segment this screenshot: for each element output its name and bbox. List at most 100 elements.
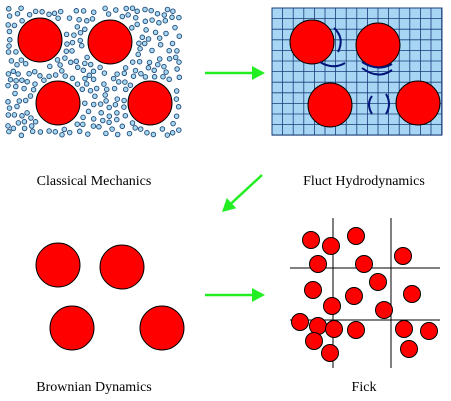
solvent-particle <box>63 31 70 38</box>
solvent-particle <box>136 58 143 65</box>
particle-circle <box>305 332 323 350</box>
solvent-particle <box>164 6 171 13</box>
solvent-particle <box>105 11 112 17</box>
solvent-particle <box>121 70 128 77</box>
solvent-particle <box>90 76 97 83</box>
particle-circle <box>17 17 63 63</box>
large-particles-classical <box>17 17 173 126</box>
solvent-particle <box>32 8 39 15</box>
solvent-particle <box>122 65 129 71</box>
solvent-particle <box>6 128 12 135</box>
solvent-particle <box>46 128 52 134</box>
particle-circle <box>127 80 173 126</box>
particle-circle <box>291 313 309 331</box>
solvent-particle <box>100 117 106 124</box>
solvent-particle <box>82 75 88 82</box>
flow-arc <box>361 61 393 69</box>
solvent-particle <box>146 59 153 66</box>
solvent-particle <box>19 113 25 119</box>
solvent-particle <box>66 15 73 21</box>
solvent-particle <box>74 121 80 127</box>
solvent-particle <box>110 75 117 82</box>
solvent-particle <box>21 85 27 92</box>
solvent-particle <box>127 82 134 88</box>
solvent-particle <box>57 62 63 68</box>
solvent-particle <box>89 16 96 22</box>
solvent-particle <box>169 40 176 47</box>
solvent-particle <box>80 114 86 121</box>
solvent-particle <box>121 104 127 110</box>
solvent-particle <box>173 96 180 102</box>
solvent-particle <box>82 100 88 106</box>
solvent-particle <box>125 12 131 18</box>
solvent-particle <box>160 73 166 80</box>
solvent-particle <box>12 90 18 97</box>
solvent-particle <box>13 77 19 84</box>
solvent-particle <box>16 98 23 104</box>
solvent-particle <box>47 63 53 70</box>
solvent-particle <box>80 8 87 14</box>
solvent-particle <box>102 92 108 98</box>
solvent-particle <box>41 77 47 83</box>
solvent-particle <box>82 60 88 67</box>
particle-circle <box>35 242 81 288</box>
solvent-particle <box>144 129 150 136</box>
solvent-particle <box>122 86 129 93</box>
solvent-particle <box>93 85 100 92</box>
solvent-particle <box>136 40 142 47</box>
solvent-particle <box>126 130 133 137</box>
solvent-particle <box>97 64 103 71</box>
particle-circle <box>307 82 353 128</box>
solvent-particle <box>101 81 107 87</box>
solvent-particle <box>83 81 90 87</box>
particle-circle <box>375 301 393 319</box>
solvent-particle <box>84 54 90 61</box>
flow-arc <box>319 61 346 68</box>
solvent-particle <box>46 11 52 18</box>
solvent-particle <box>129 5 136 11</box>
solvent-particle <box>134 8 140 15</box>
solvent-particle <box>132 125 138 131</box>
label-brownian-dynamics: Brownian Dynamics <box>36 380 152 395</box>
solvent-particle <box>62 73 68 79</box>
fick-particles <box>291 227 438 362</box>
solvent-particle <box>114 116 120 123</box>
solvent-particle <box>71 32 77 38</box>
classical-mechanics-panel <box>5 5 183 139</box>
solvent-particle <box>18 132 25 139</box>
solvent-particle <box>103 130 109 137</box>
particle-circle <box>139 305 185 351</box>
solvent-particle <box>161 63 167 70</box>
particle-circle <box>400 340 418 358</box>
solvent-particle <box>166 47 172 54</box>
solvent-particle <box>156 56 163 62</box>
label-classical-mechanics: Classical Mechanics <box>36 174 152 189</box>
fick-panel <box>290 218 440 368</box>
solvent-particle <box>114 110 120 116</box>
solvent-particle <box>21 125 28 132</box>
solvent-particle <box>29 128 36 135</box>
particle-circle <box>395 80 441 126</box>
solvent-particle <box>67 59 74 66</box>
particle-circle <box>347 321 365 339</box>
solvent-particle <box>96 124 102 130</box>
solvent-particle <box>80 67 87 74</box>
solvent-particle <box>121 97 127 104</box>
solvent-particle <box>62 55 68 61</box>
solvent-particle <box>156 20 162 26</box>
flow-arc <box>361 67 393 76</box>
solvent-particle <box>170 120 176 127</box>
solvent-particle <box>13 83 19 90</box>
solvent-particle <box>18 57 25 63</box>
solvent-particle <box>92 93 98 99</box>
solvent-particle <box>163 69 169 75</box>
solvent-particle <box>150 131 157 138</box>
solvent-particle <box>85 131 91 137</box>
solvent-particle <box>122 112 129 119</box>
solvent-particle <box>161 12 168 18</box>
particle-circle <box>403 285 421 303</box>
solvent-particle <box>176 127 182 133</box>
solvent-particle <box>28 123 35 129</box>
solvent-particle <box>137 45 143 52</box>
